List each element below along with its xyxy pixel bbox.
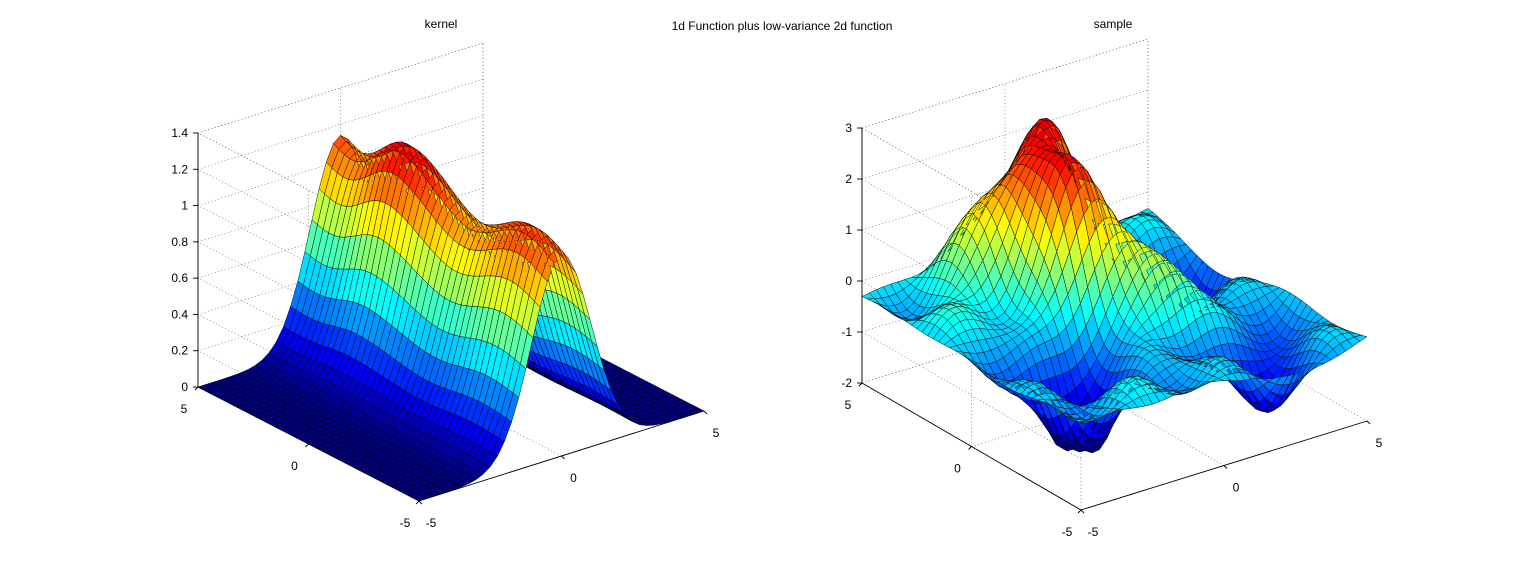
grid-line-z-left-1 [197, 350, 420, 465]
grid-line-z-back-5 [197, 115, 484, 206]
z-tick-label-6: 1.2 [171, 162, 188, 176]
z-tick-label-7: 1.4 [171, 126, 188, 140]
grid-line-z-back-6 [197, 78, 484, 170]
x-tick-2 [703, 410, 708, 415]
grid-line-z-back-4 [861, 89, 1149, 180]
grid-line-z-back-5 [861, 38, 1149, 129]
y-tick-0 [415, 500, 420, 505]
grid-line-top-back [197, 42, 484, 134]
x-tick-1 [1223, 465, 1228, 469]
x-tick-1 [561, 455, 565, 460]
kernel-title: kernel [425, 17, 458, 31]
grid-line-z-back-2 [861, 191, 1149, 282]
kernel-surface-plot: kernel -5 0 5 -5 0 5 0 0.2 0.4 0.6 0.8 1 1.2 1.4 [171, 17, 719, 530]
grid-line-z-back-7 [197, 42, 484, 134]
y-tick-2 [194, 386, 199, 391]
z-tick-label-0: -2 [841, 376, 852, 390]
x-tick-0 [1080, 509, 1085, 514]
x-tick-label-0: -5 [1088, 525, 1099, 539]
x-tick-2 [1366, 420, 1371, 425]
x-tick-label-2: 5 [713, 426, 720, 440]
y-tick-label-0: -5 [1062, 525, 1073, 539]
grid-line-z-left-4 [197, 241, 420, 357]
grid-line-z-left-3 [197, 277, 420, 393]
figure-suptitle: 1d Function plus low-variance 2d functio… [672, 19, 893, 33]
grid-line-z-left-5 [197, 205, 420, 320]
y-tick-label-0: -5 [400, 516, 411, 530]
y-tick-2 [858, 382, 863, 387]
x-tick-label-1: 0 [1233, 481, 1240, 495]
y-tick-label-1: 0 [954, 462, 961, 476]
sample-surface-plot: sample -5 0 5 -5 0 5 -2 -1 0 1 2 3 [841, 17, 1382, 539]
sample-surface [861, 117, 1368, 454]
grid-line-z-left-2 [197, 314, 420, 429]
y-tick-1 [305, 443, 309, 448]
z-tick-label-1: -1 [841, 325, 852, 339]
z-tick-label-0: 0 [181, 380, 188, 394]
y-tick-label-2: 5 [845, 398, 852, 412]
x-tick-label-1: 0 [570, 471, 577, 485]
z-tick-label-5: 1 [181, 199, 188, 213]
grid-line-floor-y-2 [861, 293, 1149, 384]
z-tick-label-4: 0.8 [171, 235, 188, 249]
grid-line-floor-y-1 [971, 357, 1258, 447]
y-tick-1 [968, 446, 972, 450]
sample-axes [857, 127, 1371, 514]
kernel-surface [197, 135, 705, 502]
z-tick-label-5: 3 [845, 121, 852, 135]
x-tick-label-0: -5 [426, 516, 437, 530]
z-tick-label-3: 0.6 [171, 271, 188, 285]
z-tick-label-3: 1 [845, 223, 852, 237]
grid-line-top-back [861, 38, 1149, 129]
grid-line-z-left-1 [861, 331, 1082, 460]
x-tick-label-2: 5 [1376, 436, 1383, 450]
z-tick-label-4: 2 [845, 172, 852, 186]
grid-line-z-back-4 [197, 151, 484, 243]
surface-patch [1140, 208, 1154, 214]
kernel-tick-labels: -5 0 5 -5 0 5 0 0.2 0.4 0.6 0.8 1 1.2 1.4 [171, 126, 719, 530]
grid-line-z-left-6 [197, 169, 420, 284]
x-tick-0 [418, 500, 423, 505]
sample-title: sample [1094, 17, 1133, 31]
surface-patch [1354, 334, 1368, 342]
grid-line-z-back-3 [861, 140, 1149, 231]
z-tick-label-2: 0.4 [171, 307, 188, 321]
y-tick-label-1: 0 [291, 459, 298, 473]
sample-tick-labels: -5 0 5 -5 0 5 -2 -1 0 1 2 3 [841, 121, 1382, 539]
z-tick-label-2: 0 [845, 274, 852, 288]
grid-line-top-left [197, 132, 420, 248]
y-tick-label-2: 5 [181, 402, 188, 416]
kernel-axes [193, 132, 708, 505]
z-tick-label-1: 0.2 [171, 344, 188, 358]
y-tick-0 [1077, 509, 1082, 514]
